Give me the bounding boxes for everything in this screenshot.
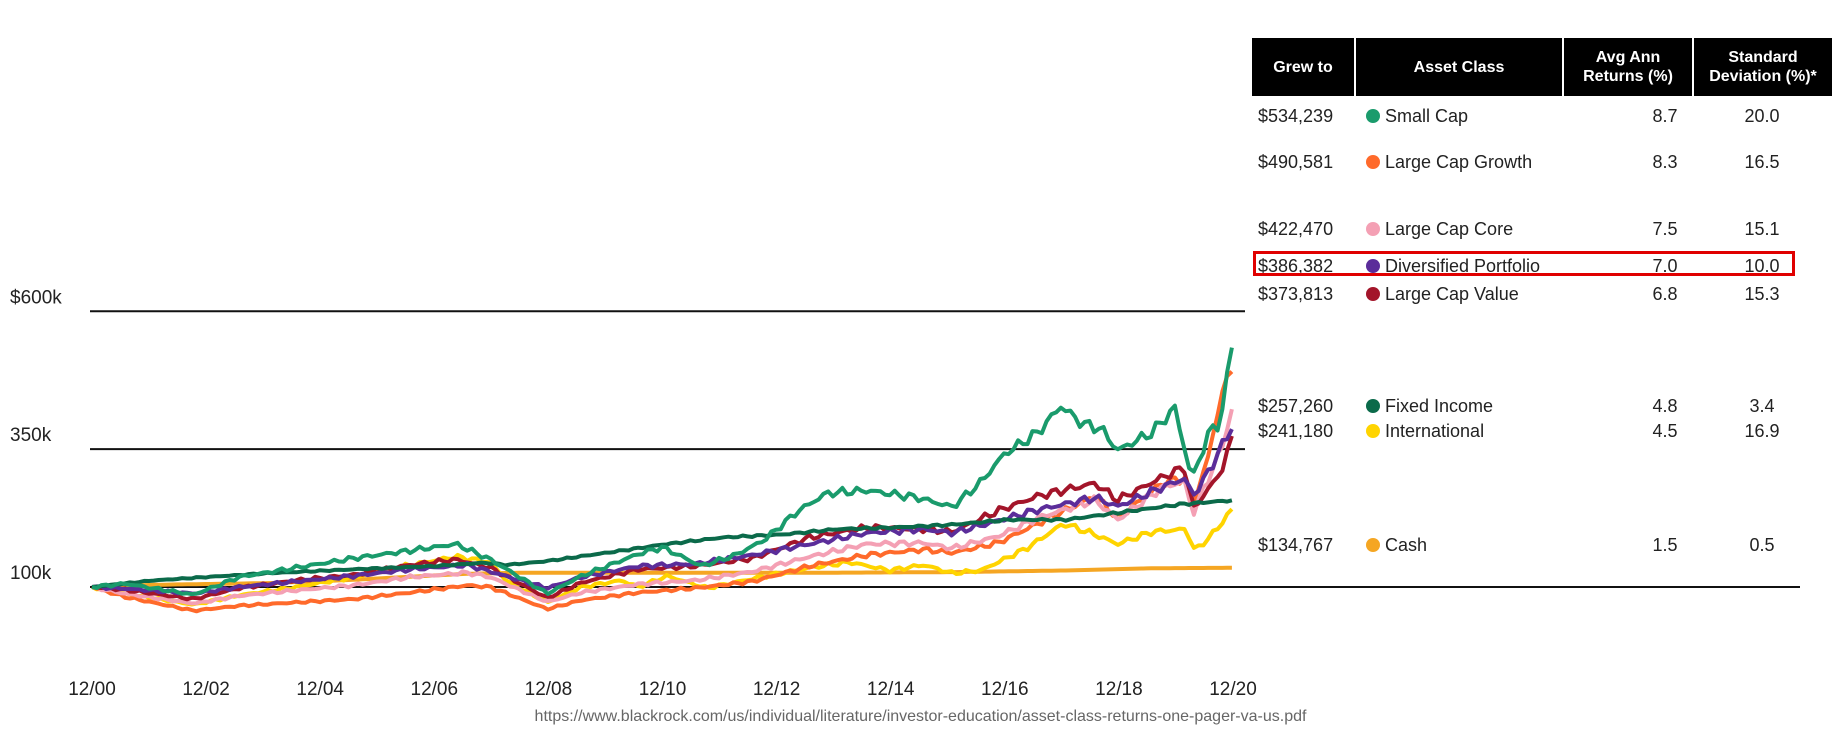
header-std-deviation: Standard Deviation (%)* — [1709, 49, 1817, 85]
x-tick-label: 12/08 — [525, 679, 573, 700]
series-line-small-cap — [91, 347, 1234, 597]
table-row: $241,180 International 4.5 16.9 — [1252, 419, 1832, 443]
source-url: https://www.blackrock.com/us/individual/… — [534, 708, 1307, 725]
x-tick-label: 12/10 — [639, 679, 687, 700]
table-row: $257,260 Fixed Income 4.8 3.4 — [1252, 394, 1832, 418]
series-lines — [91, 347, 1234, 614]
legend-dot — [1366, 399, 1380, 413]
std-dev-value: 20.0 — [1744, 106, 1780, 126]
grew-to-value: $490,581 — [1258, 152, 1334, 172]
series-line-large-cap-growth — [91, 370, 1234, 614]
asset-class-name: Fixed Income — [1385, 396, 1494, 416]
x-tick-label: 12/12 — [753, 679, 801, 700]
avg-return-value: 7.5 — [1652, 219, 1678, 239]
legend-dot — [1366, 222, 1380, 236]
asset-class-name: Cash — [1385, 535, 1428, 555]
std-dev-value: 16.5 — [1744, 152, 1780, 172]
x-tick-label: 12/06 — [411, 679, 459, 700]
grew-to-value: $373,813 — [1258, 284, 1334, 304]
y-tick-label: $600k — [10, 287, 62, 308]
legend-dot — [1366, 424, 1380, 438]
table-row: $490,581 Large Cap Growth 8.3 16.5 — [1252, 150, 1832, 174]
header-avg-ann-returns: Avg Ann Returns (%) — [1564, 38, 1694, 96]
legend-dot — [1366, 259, 1380, 273]
grew-to-value: $534,239 — [1258, 106, 1334, 126]
avg-return-value: 7.0 — [1652, 256, 1678, 276]
gridlines — [90, 310, 1800, 588]
series-line-international — [91, 507, 1234, 607]
x-axis-labels: 12/00 12/02 12/04 12/06 12/08 12/10 12/12 12/14… — [68, 679, 1257, 700]
x-tick-label: 12/00 — [68, 679, 116, 700]
asset-class-name: Diversified Portfolio — [1385, 256, 1541, 276]
asset-class-name: Large Cap Growth — [1385, 152, 1533, 172]
avg-return-value: 4.5 — [1652, 421, 1678, 441]
y-tick-label: 350k — [10, 425, 52, 446]
std-dev-value: 16.9 — [1744, 421, 1780, 441]
table-row: $134,767 Cash 1.5 0.5 — [1252, 533, 1832, 557]
x-tick-label: 12/16 — [981, 679, 1029, 700]
avg-return-value: 8.3 — [1652, 152, 1678, 172]
std-dev-value: 3.4 — [1749, 396, 1775, 416]
series-line-large-cap-core — [91, 408, 1234, 606]
legend-dot — [1366, 155, 1380, 169]
highlight-box — [1253, 251, 1795, 276]
avg-return-value: 8.7 — [1652, 106, 1678, 126]
legend-table-header: Grew to Asset Class Avg Ann Returns (%) … — [1252, 38, 1832, 96]
grew-to-value: $386,382 — [1258, 256, 1334, 276]
asset-class-name: Large Cap Value — [1385, 284, 1519, 304]
legend-dot — [1366, 538, 1380, 552]
table-row: $386,382 Diversified Portfolio 7.0 10.0 — [1252, 254, 1832, 278]
std-dev-value: 15.3 — [1744, 284, 1780, 304]
x-tick-label: 12/14 — [867, 679, 915, 700]
x-tick-label: 12/04 — [296, 679, 344, 700]
legend-dot — [1366, 287, 1380, 301]
grew-to-value: $422,470 — [1258, 219, 1334, 239]
asset-class-name: Large Cap Core — [1385, 219, 1514, 239]
std-dev-value: 15.1 — [1744, 219, 1780, 239]
grew-to-value: $257,260 — [1258, 396, 1334, 416]
avg-return-value: 6.8 — [1652, 284, 1678, 304]
avg-return-value: 1.5 — [1652, 535, 1678, 555]
legend-dot — [1366, 109, 1380, 123]
table-row: $534,239 Small Cap 8.7 20.0 — [1252, 104, 1832, 128]
x-tick-label: 12/02 — [182, 679, 230, 700]
y-axis-labels: $600k 350k 100k — [10, 287, 62, 584]
series-line-diversified-portfolio — [91, 428, 1234, 596]
table-row: $422,470 Large Cap Core 7.5 15.1 — [1252, 217, 1832, 241]
grew-to-value: $241,180 — [1258, 421, 1334, 441]
grew-to-value: $134,767 — [1258, 535, 1334, 555]
y-tick-label: 100k — [10, 563, 52, 584]
x-tick-label: 12/20 — [1209, 679, 1257, 700]
header-grew-to: Grew to — [1252, 38, 1356, 96]
asset-class-name: International — [1385, 421, 1485, 441]
asset-class-name: Small Cap — [1385, 106, 1469, 126]
avg-return-value: 4.8 — [1652, 396, 1678, 416]
std-dev-value: 0.5 — [1749, 535, 1775, 555]
x-tick-label: 12/18 — [1095, 679, 1143, 700]
std-dev-value: 10.0 — [1744, 256, 1780, 276]
table-row: $373,813 Large Cap Value 6.8 15.3 — [1252, 282, 1832, 306]
header-asset-class: Asset Class — [1356, 38, 1564, 96]
